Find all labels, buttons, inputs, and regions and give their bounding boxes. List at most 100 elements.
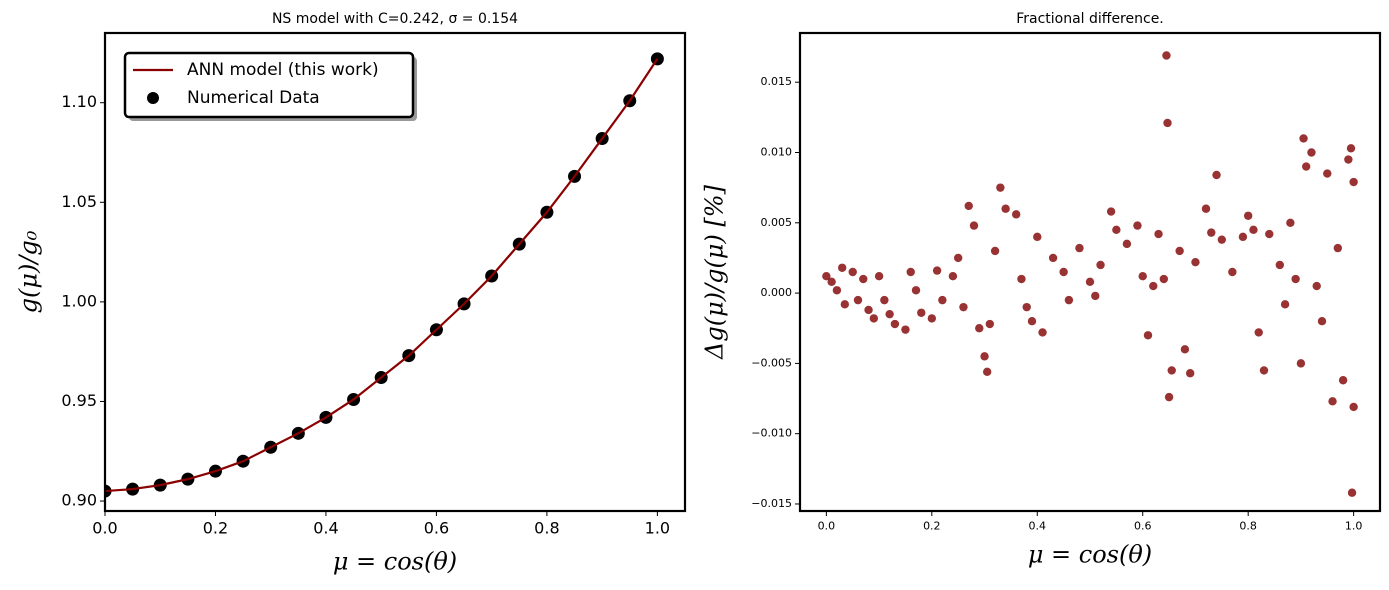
data-point: [932, 266, 942, 275]
data-point: [1001, 204, 1010, 213]
data-point: [917, 308, 926, 317]
y-tick-label: −0.005: [751, 356, 792, 369]
data-point: [948, 272, 958, 281]
data-point: [985, 319, 995, 329]
data-point: [1033, 232, 1042, 242]
data-point: [1167, 366, 1176, 375]
data-point: [1038, 328, 1047, 337]
data-point: [959, 302, 968, 312]
x-axis-label: μ = cos(θ): [333, 548, 457, 576]
data-point: [1259, 366, 1269, 375]
data-point: [1091, 291, 1100, 301]
data-point: [1201, 204, 1211, 213]
data-point: [938, 295, 947, 305]
data-point: [1307, 148, 1316, 157]
data-point: [832, 286, 842, 295]
data-point: [1048, 253, 1058, 263]
data-point: [1112, 225, 1121, 235]
legend-swatch: [147, 92, 159, 104]
data-point: [980, 352, 989, 361]
data-point: [1164, 392, 1174, 402]
x-tick-label: 0.6: [424, 519, 449, 538]
data-point: [1265, 229, 1274, 239]
x-tick-label: 0.2: [203, 519, 228, 538]
y-tick-label: 0.95: [61, 391, 97, 410]
data-point: [982, 367, 992, 377]
data-point: [1333, 243, 1343, 253]
data-point: [1291, 274, 1300, 284]
data-point: [990, 246, 1000, 256]
axes-frame: [798, 31, 1382, 513]
x-tick-label: 0.6: [1134, 520, 1152, 533]
data-point: [1175, 246, 1184, 256]
data-point: [1191, 257, 1200, 267]
legend-label: ANN model (this work): [187, 60, 379, 80]
data-point: [1059, 267, 1068, 277]
data-point: [1138, 272, 1147, 281]
data-point: [1085, 277, 1095, 287]
data-point: [885, 309, 894, 319]
x-tick-label: 0.4: [313, 519, 338, 538]
data-point: [1163, 118, 1172, 128]
y-axis-label: g(μ)/g₀: [15, 230, 43, 313]
data-point: [1180, 345, 1190, 354]
data-point: [840, 300, 850, 309]
data-point: [853, 295, 863, 305]
data-point: [1312, 281, 1321, 291]
x-tick-label: 0.8: [534, 519, 559, 538]
data-point: [1207, 228, 1216, 237]
x-tick-label: 0.0: [818, 520, 836, 533]
data-point: [1317, 317, 1327, 326]
data-point: [1027, 317, 1037, 326]
data-point: [1254, 328, 1263, 337]
data-point: [1344, 155, 1353, 164]
data-point: [874, 272, 884, 281]
data-point: [901, 325, 910, 334]
data-point: [1064, 295, 1074, 305]
y-axis-label: Δg(μ)/g(μ) [%]: [701, 184, 729, 360]
x-tick-label: 1.0: [645, 519, 670, 538]
y-tick-label: 0.000: [761, 286, 793, 299]
data-point: [969, 221, 979, 230]
data-point: [1217, 235, 1227, 244]
data-point: [975, 324, 984, 333]
data-point: [1133, 221, 1142, 230]
x-tick-label: 1.0: [1345, 520, 1363, 533]
data-point: [1017, 274, 1026, 284]
data-point: [1323, 169, 1332, 178]
data-point: [1347, 488, 1357, 497]
data-point: [1301, 162, 1311, 171]
y-tick-label: 1.00: [61, 291, 97, 310]
data-point: [1346, 144, 1356, 153]
data-point: [927, 314, 937, 323]
data-point: [1243, 211, 1253, 220]
data-point: [1149, 281, 1158, 291]
data-point: [1238, 232, 1248, 242]
y-tick-label: −0.015: [751, 497, 792, 510]
y-tick-label: 0.005: [761, 216, 793, 229]
x-tick-label: 0.8: [1239, 520, 1257, 533]
data-point: [837, 263, 847, 272]
x-tick-label: 0.4: [1029, 520, 1047, 533]
legend-label: Numerical Data: [187, 88, 320, 108]
data-point: [996, 183, 1005, 192]
panel: Fractional difference. μ = cos(θ) Δg(μ)/g(…: [701, 11, 1382, 569]
chart-title: Fractional difference.: [1016, 11, 1164, 27]
data-point: [1122, 239, 1132, 249]
data-point: [1022, 302, 1031, 312]
data-point: [1159, 274, 1169, 284]
data-point: [880, 295, 889, 305]
data-point: [1328, 397, 1337, 406]
data-point: [1228, 267, 1237, 277]
x-tick-label: 0.0: [92, 519, 117, 538]
data-point: [1212, 170, 1221, 180]
data-point: [911, 286, 921, 295]
data-point: [822, 272, 831, 281]
x-axis-label: μ = cos(θ): [1028, 541, 1152, 569]
data-point: [859, 274, 868, 284]
data-point: [1249, 225, 1258, 235]
data-point: [1096, 260, 1105, 270]
chart-title: NS model with C=0.242, σ = 0.154: [272, 11, 518, 27]
legend: [123, 51, 415, 119]
